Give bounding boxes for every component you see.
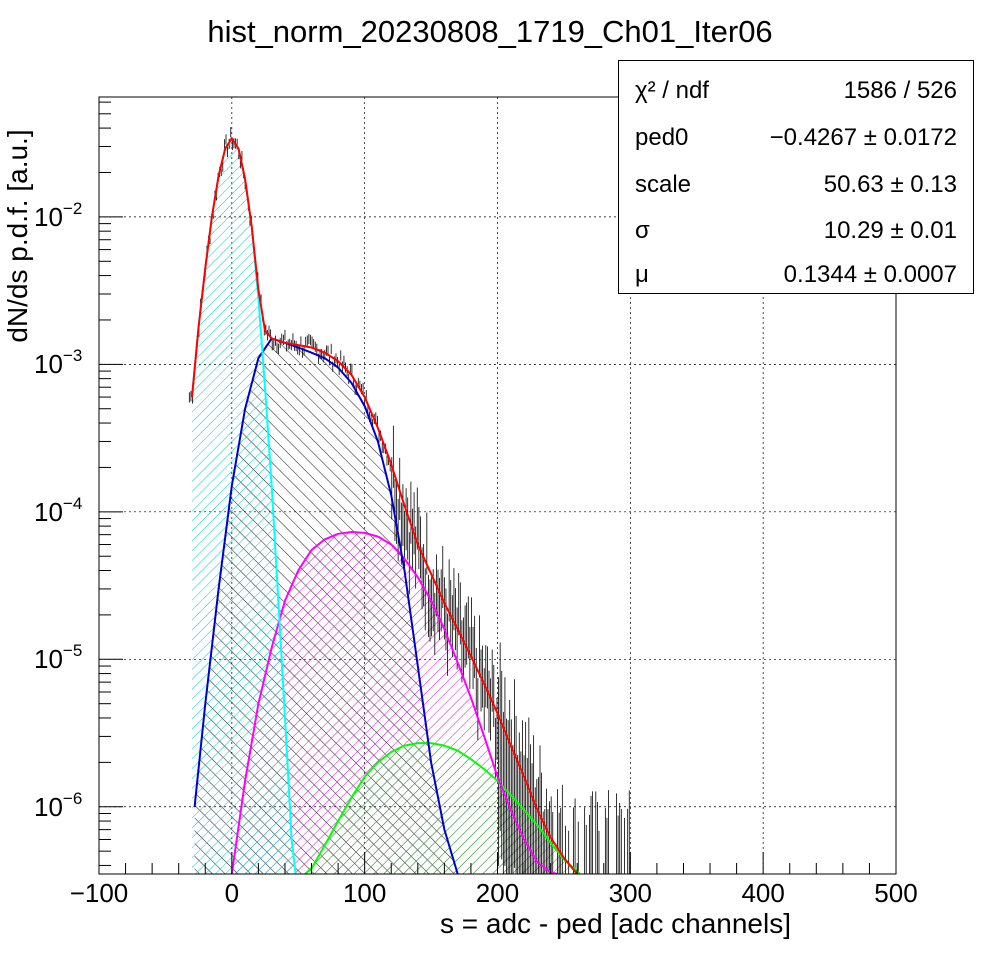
- stat-label: μ: [635, 261, 649, 288]
- fit-curve: [230, 530, 558, 874]
- stat-label: ped0: [635, 124, 689, 151]
- fit-curve: [193, 337, 459, 874]
- y-tick-label: 10−3: [34, 346, 83, 380]
- data-points: [188, 127, 630, 874]
- stat-value: −0.4267 ± 0.0172: [769, 124, 957, 151]
- x-tick-label: 0: [224, 878, 240, 908]
- axis-ticks: [98, 101, 897, 874]
- fit-stats-box: χ² / ndf 1586 / 526 ped0 −0.4267 ± 0.017…: [618, 60, 974, 294]
- y-tick-label: 10−6: [34, 788, 83, 822]
- chart-title: hist_norm_20230808_1719_Ch01_Iter06: [207, 14, 773, 49]
- stat-label: σ: [635, 217, 650, 244]
- stat-label: χ² / ndf: [635, 77, 709, 104]
- stat-row-ped0: ped0 −0.4267 ± 0.0172: [619, 114, 973, 160]
- stat-row-scale: scale 50.63 ± 0.13: [619, 161, 973, 207]
- stat-value: 50.63 ± 0.13: [823, 171, 957, 198]
- x-tick-label: 300: [608, 878, 653, 908]
- y-tick-label: 10−5: [34, 641, 83, 675]
- x-tick-label: −100: [69, 878, 129, 908]
- fit-curve: [191, 136, 578, 874]
- fit-curves: [191, 136, 581, 874]
- fit-curve: [304, 742, 581, 874]
- stat-label: scale: [635, 171, 692, 198]
- x-axis-label: s = adc - ped [adc channels]: [440, 908, 791, 939]
- stat-value: 10.29 ± 0.01: [823, 217, 957, 244]
- x-tick-label: 100: [342, 878, 387, 908]
- stat-value: 0.1344 ± 0.0007: [783, 261, 957, 288]
- x-tick-label: 400: [741, 878, 785, 908]
- x-tick-label: 200: [475, 878, 520, 908]
- stat-row-mu: μ 0.1344 ± 0.0007: [619, 251, 973, 297]
- stat-value: 1586 / 526: [843, 77, 957, 104]
- stat-row-chi2: χ² / ndf 1586 / 526: [619, 67, 973, 113]
- x-tick-label: 500: [874, 878, 918, 908]
- component-fill: [192, 138, 296, 874]
- y-tick-label: 10−2: [34, 198, 83, 232]
- component-fills: [192, 138, 580, 874]
- stat-row-sigma: σ 10.29 ± 0.01: [619, 207, 973, 253]
- y-tick-label: 10−4: [34, 493, 83, 527]
